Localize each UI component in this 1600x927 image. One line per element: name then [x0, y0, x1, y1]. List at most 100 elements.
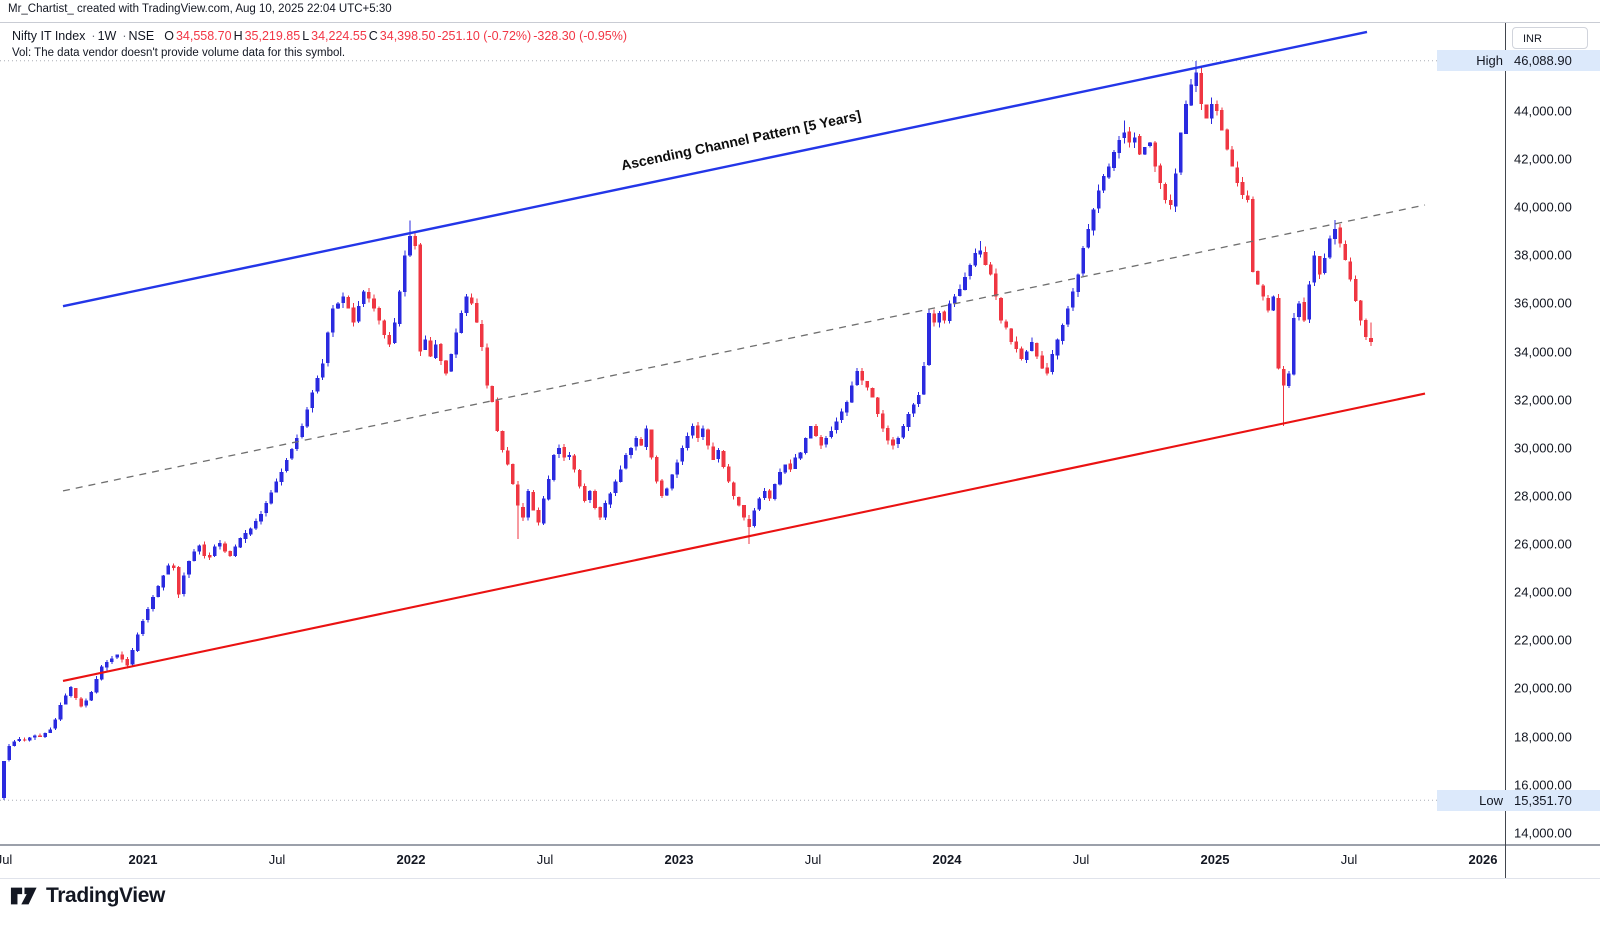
- channel-upper-trendline[interactable]: [62, 30, 1368, 308]
- candle-up: [392, 322, 397, 344]
- candle-up: [331, 308, 335, 333]
- chart-plot-area[interactable]: Ascending Channel Pattern [5 Years] Nift…: [0, 23, 1505, 845]
- channel-lower-trendline[interactable]: [62, 392, 1426, 682]
- candle-down: [1204, 104, 1209, 119]
- candle-up: [557, 447, 561, 455]
- candle-down: [983, 252, 988, 266]
- candle-up: [233, 546, 238, 557]
- legend-separator: ·: [122, 29, 127, 43]
- time-tick-jul: Jul: [804, 852, 822, 867]
- candle-up: [1081, 248, 1085, 274]
- candle-up: [839, 411, 844, 421]
- candle-up: [356, 305, 361, 322]
- chart-widget: Ascending Channel Pattern [5 Years] Nift…: [0, 22, 1600, 879]
- candle-down: [1369, 338, 1373, 343]
- candle-up: [1322, 257, 1327, 274]
- candle-up: [1333, 228, 1337, 240]
- candle-down: [531, 492, 536, 511]
- close-label: C: [368, 29, 378, 43]
- time-axis[interactable]: Jul 2021 Jul 2022 Jul 2023 Jul 2024 Jul 2025 Jul 20…: [0, 846, 1600, 877]
- candle-up: [156, 586, 160, 597]
- candle-down: [413, 236, 417, 246]
- candle-down: [1040, 355, 1044, 369]
- candle-up: [1271, 296, 1276, 311]
- candle-up: [1086, 228, 1091, 248]
- candle-down: [598, 507, 602, 518]
- price-axis[interactable]: INR 44,000.00 42,000.00 40,000.00 38,000.00…: [1506, 23, 1600, 845]
- channel-midline[interactable]: [62, 204, 1426, 492]
- time-tick-2023: 2023: [664, 852, 694, 867]
- candle-down: [516, 484, 520, 506]
- candle-up: [12, 741, 17, 747]
- candle-down: [865, 381, 870, 388]
- candle-down: [505, 450, 510, 465]
- candle-down: [351, 307, 356, 323]
- low-label: L: [302, 29, 310, 43]
- candle-up: [762, 491, 767, 498]
- candle-down: [891, 439, 895, 446]
- candle-down: [994, 273, 998, 297]
- candle-up: [459, 313, 464, 334]
- candle-down: [814, 425, 818, 436]
- candle-up: [1096, 190, 1101, 209]
- candle-down: [988, 264, 993, 275]
- candle-up: [289, 449, 294, 459]
- candle-up: [1060, 325, 1065, 341]
- candle-up: [922, 366, 926, 395]
- candle-up: [243, 533, 248, 540]
- open-label: O: [164, 29, 174, 43]
- candle-up: [675, 462, 680, 475]
- candle-down: [387, 334, 392, 345]
- candle-up: [1076, 274, 1080, 293]
- candle-up: [84, 700, 89, 706]
- candle-down: [880, 413, 885, 429]
- candle-up: [947, 303, 952, 322]
- candle-up: [690, 426, 695, 436]
- candle-up: [973, 252, 978, 266]
- candle-down: [932, 313, 936, 323]
- candle-up: [1107, 166, 1111, 178]
- candle-down: [577, 469, 582, 487]
- candle-up: [403, 255, 407, 292]
- candle-down: [1343, 243, 1348, 261]
- candle-up: [1292, 317, 1296, 375]
- candle-down: [562, 447, 566, 458]
- candle-up: [937, 313, 942, 323]
- low-marker-label: Low: [1437, 789, 1509, 811]
- candle-up: [151, 596, 155, 610]
- candle-down: [1256, 271, 1260, 285]
- candle-up: [978, 250, 983, 255]
- candle-down: [659, 480, 664, 496]
- currency-button[interactable]: INR: [1512, 27, 1588, 49]
- candle-up: [685, 435, 690, 448]
- candle-up: [310, 392, 315, 409]
- candle-down: [1045, 367, 1050, 374]
- candle-up: [1184, 103, 1188, 134]
- candle-up: [197, 545, 202, 552]
- price-tick-label: 14,000.00: [1514, 825, 1572, 841]
- candle-up: [182, 575, 186, 595]
- candle-up: [901, 426, 906, 438]
- candle-up: [284, 459, 289, 472]
- candle-down: [428, 340, 433, 357]
- candle-up: [906, 414, 911, 427]
- candle-up: [757, 498, 762, 510]
- candle-up: [295, 438, 299, 450]
- candle-up: [618, 469, 623, 483]
- candle-up: [130, 649, 135, 665]
- tradingview-logo[interactable]: TradingView: [10, 884, 165, 908]
- candle-up: [305, 409, 310, 427]
- change-percent: -328.30 (-0.95%): [533, 29, 628, 43]
- candle-up: [670, 474, 674, 489]
- high-marker-price: 46,088.90: [1506, 50, 1600, 72]
- candle-down: [819, 437, 823, 446]
- candle-up: [952, 296, 957, 304]
- candle-down: [474, 302, 479, 323]
- candlestick-chart[interactable]: Ascending Channel Pattern [5 Years]: [0, 23, 1505, 845]
- candle-up: [963, 277, 967, 291]
- candle-up: [1122, 132, 1127, 138]
- candle-down: [1245, 195, 1250, 201]
- candle-down: [1153, 142, 1157, 167]
- candle-down: [639, 439, 644, 446]
